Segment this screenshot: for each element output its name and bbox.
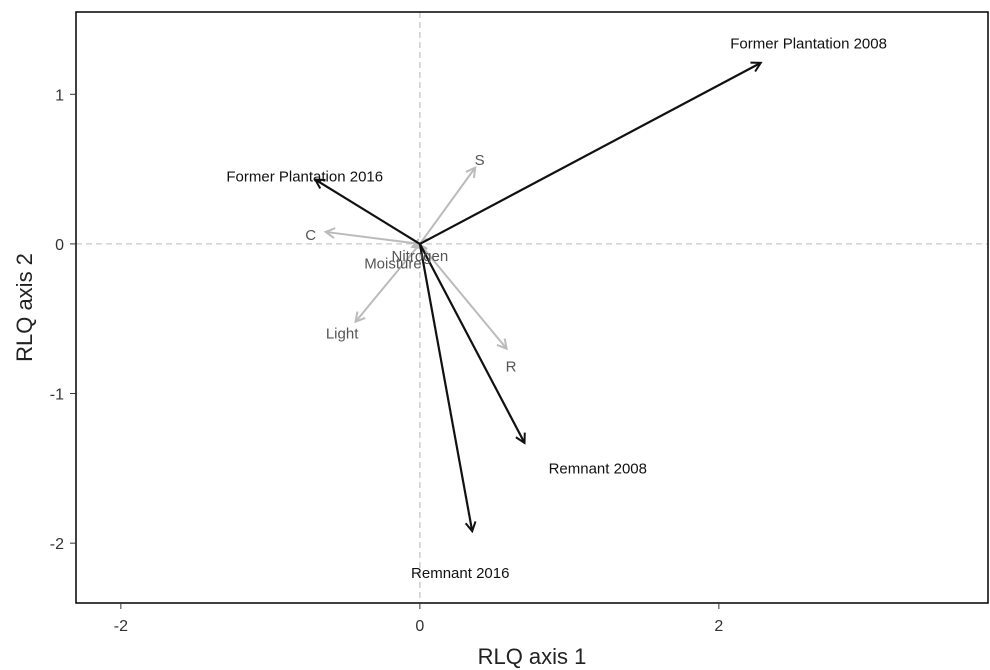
x-tick-label: 2 — [714, 618, 723, 635]
vector-labels: Former Plantation 2008 Former Plantation … — [226, 35, 887, 582]
label-light: Light — [326, 326, 359, 343]
label-former-plantation-2016: Former Plantation 2016 — [226, 169, 383, 186]
reference-lines — [76, 12, 988, 603]
x-tick-label: -2 — [114, 618, 128, 635]
label-nitrogen: Nitrogen — [392, 248, 449, 265]
y-tick-label: -1 — [50, 387, 64, 404]
y-tick-label: 0 — [55, 237, 64, 254]
label-r: R — [506, 359, 517, 376]
label-c: C — [305, 227, 316, 244]
y-tick-label: -2 — [50, 536, 64, 553]
vector-r — [419, 243, 507, 349]
vector-c — [326, 232, 420, 245]
label-remnant-2008: Remnant 2008 — [549, 460, 647, 477]
label-remnant-2016: Remnant 2016 — [411, 565, 509, 582]
label-moisture: Moisture — [364, 255, 422, 272]
x-axis-title: RLQ axis 1 — [478, 644, 587, 669]
vector-light — [356, 243, 421, 322]
vector-s — [419, 168, 475, 245]
vector-remnant-2008 — [418, 243, 525, 443]
y-axis-title: RLQ axis 2 — [12, 253, 37, 362]
variable-vectors — [326, 168, 507, 349]
axis-ticks: -2 0 2 -2 -1 0 1 — [50, 87, 724, 635]
y-tick-label: 1 — [55, 87, 64, 104]
vector-former-plantation-2008 — [419, 63, 761, 245]
vector-former-plantation-2016 — [315, 180, 421, 245]
x-tick-label: 0 — [415, 618, 424, 635]
label-s: S — [475, 152, 485, 169]
group-vectors — [315, 63, 761, 531]
label-former-plantation-2008: Former Plantation 2008 — [730, 35, 887, 52]
vector-remnant-2016 — [418, 243, 472, 531]
plot-frame — [75, 11, 989, 604]
